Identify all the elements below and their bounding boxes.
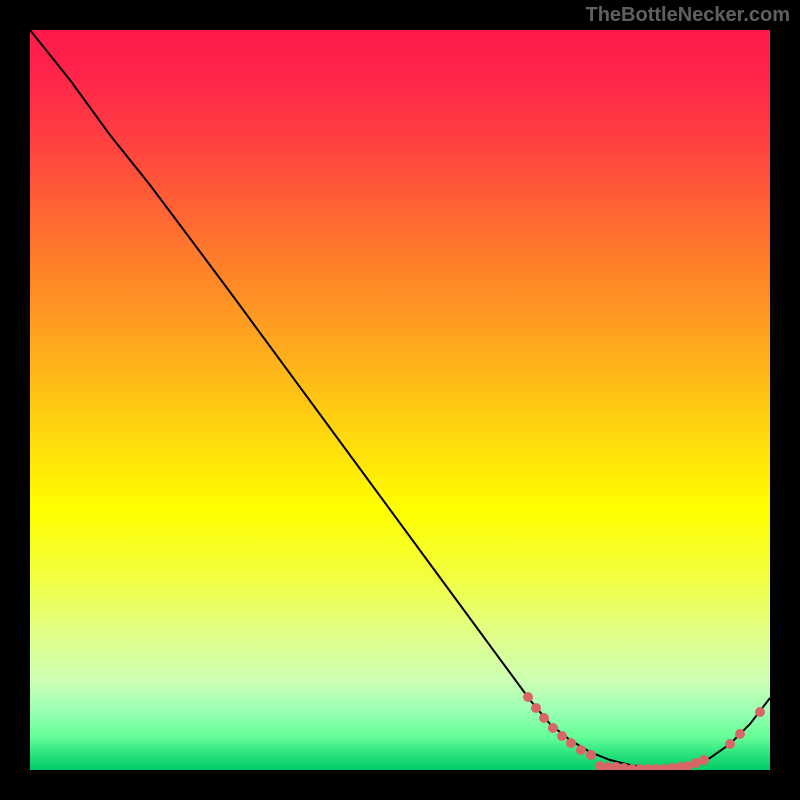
marker-point (586, 750, 596, 760)
marker-point (699, 755, 709, 765)
plot-area (30, 30, 770, 770)
marker-point (566, 738, 576, 748)
plot-svg (30, 30, 770, 770)
watermark-text: TheBottleNecker.com (585, 4, 790, 27)
chart-container: TheBottleNecker.com (0, 0, 800, 800)
marker-point (725, 739, 735, 749)
gradient-background (30, 30, 770, 770)
marker-point (576, 745, 586, 755)
marker-point (548, 723, 558, 733)
marker-point (557, 731, 567, 741)
marker-point (755, 707, 765, 717)
marker-point (735, 729, 745, 739)
marker-point (523, 692, 533, 702)
marker-point (531, 703, 541, 713)
marker-point (539, 713, 549, 723)
